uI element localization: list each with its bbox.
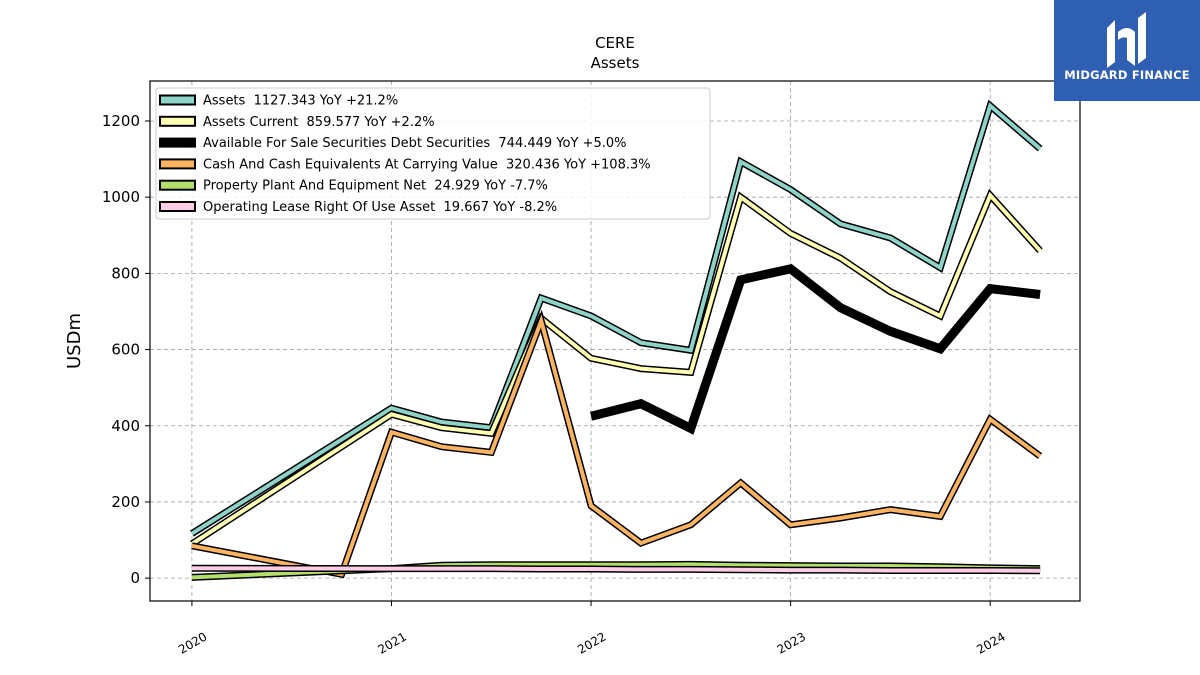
- y-tick-label: 400: [111, 417, 140, 435]
- legend-label: Operating Lease Right Of Use Asset 19.66…: [203, 200, 557, 215]
- x-tick-label: 2023: [775, 629, 808, 656]
- y-tick-label: 1000: [102, 188, 140, 206]
- legend-label: Assets 1127.343 YoY +21.2%: [203, 94, 398, 109]
- midgard-finance-logo: MIDGARD FINANCE: [1054, 0, 1200, 101]
- y-axis-label: USDm: [64, 313, 85, 369]
- y-tick-label: 0: [130, 569, 140, 587]
- series-property-plant-and-equipment-net: [191, 560, 1041, 581]
- series-line-outline: [191, 309, 1043, 579]
- midgard-logo-icon: [1107, 12, 1146, 68]
- y-tick-label: 1200: [102, 112, 140, 130]
- legend-label: Available For Sale Securities Debt Secur…: [203, 136, 626, 151]
- legend-swatch: [159, 115, 196, 127]
- legend-label: Cash And Cash Equivalents At Carrying Va…: [203, 157, 651, 172]
- series-assets-current: [189, 188, 1043, 547]
- logo-text: MIDGARD FINANCE: [1064, 68, 1190, 82]
- series-assets: [190, 99, 1043, 537]
- series-line: [590, 263, 1041, 435]
- legend-label: Assets Current 859.577 YoY +2.2%: [203, 115, 435, 130]
- x-tick-label: 2021: [376, 629, 409, 656]
- series-line: [190, 191, 1042, 546]
- legend-swatch: [159, 137, 196, 148]
- chart-title: CERE: [595, 34, 635, 52]
- plot-area: [189, 99, 1043, 581]
- legend-swatch: [159, 201, 196, 212]
- legend-swatch: [159, 179, 196, 191]
- series-available-for-sale-securities-debt-securities: [590, 263, 1041, 435]
- series-cash-and-cash-equivalents-at-carrying-value: [191, 309, 1043, 579]
- legend-swatch: [159, 94, 196, 106]
- y-tick-label: 800: [111, 264, 140, 282]
- series-line: [191, 566, 1041, 573]
- x-tick-label: 2024: [974, 629, 1007, 656]
- legend: Assets 1127.343 YoY +21.2% Assets Current…: [155, 87, 711, 220]
- series-line: [191, 314, 1042, 577]
- legend-swatch: [159, 158, 196, 170]
- series-line: [190, 102, 1042, 536]
- legend-label: Property Plant And Equipment Net 24.929 …: [203, 179, 548, 194]
- series-operating-lease-right-of-use-asset: [191, 564, 1041, 575]
- y-tick-label: 600: [111, 341, 140, 359]
- x-tick-label: 2022: [575, 629, 608, 656]
- legend-frame: [155, 87, 711, 220]
- plot-frame: [149, 80, 1081, 602]
- x-tick-label: 2020: [176, 629, 209, 656]
- chart-subtitle: Assets: [591, 54, 640, 72]
- series-line: [191, 562, 1041, 580]
- y-tick-label: 200: [111, 493, 140, 511]
